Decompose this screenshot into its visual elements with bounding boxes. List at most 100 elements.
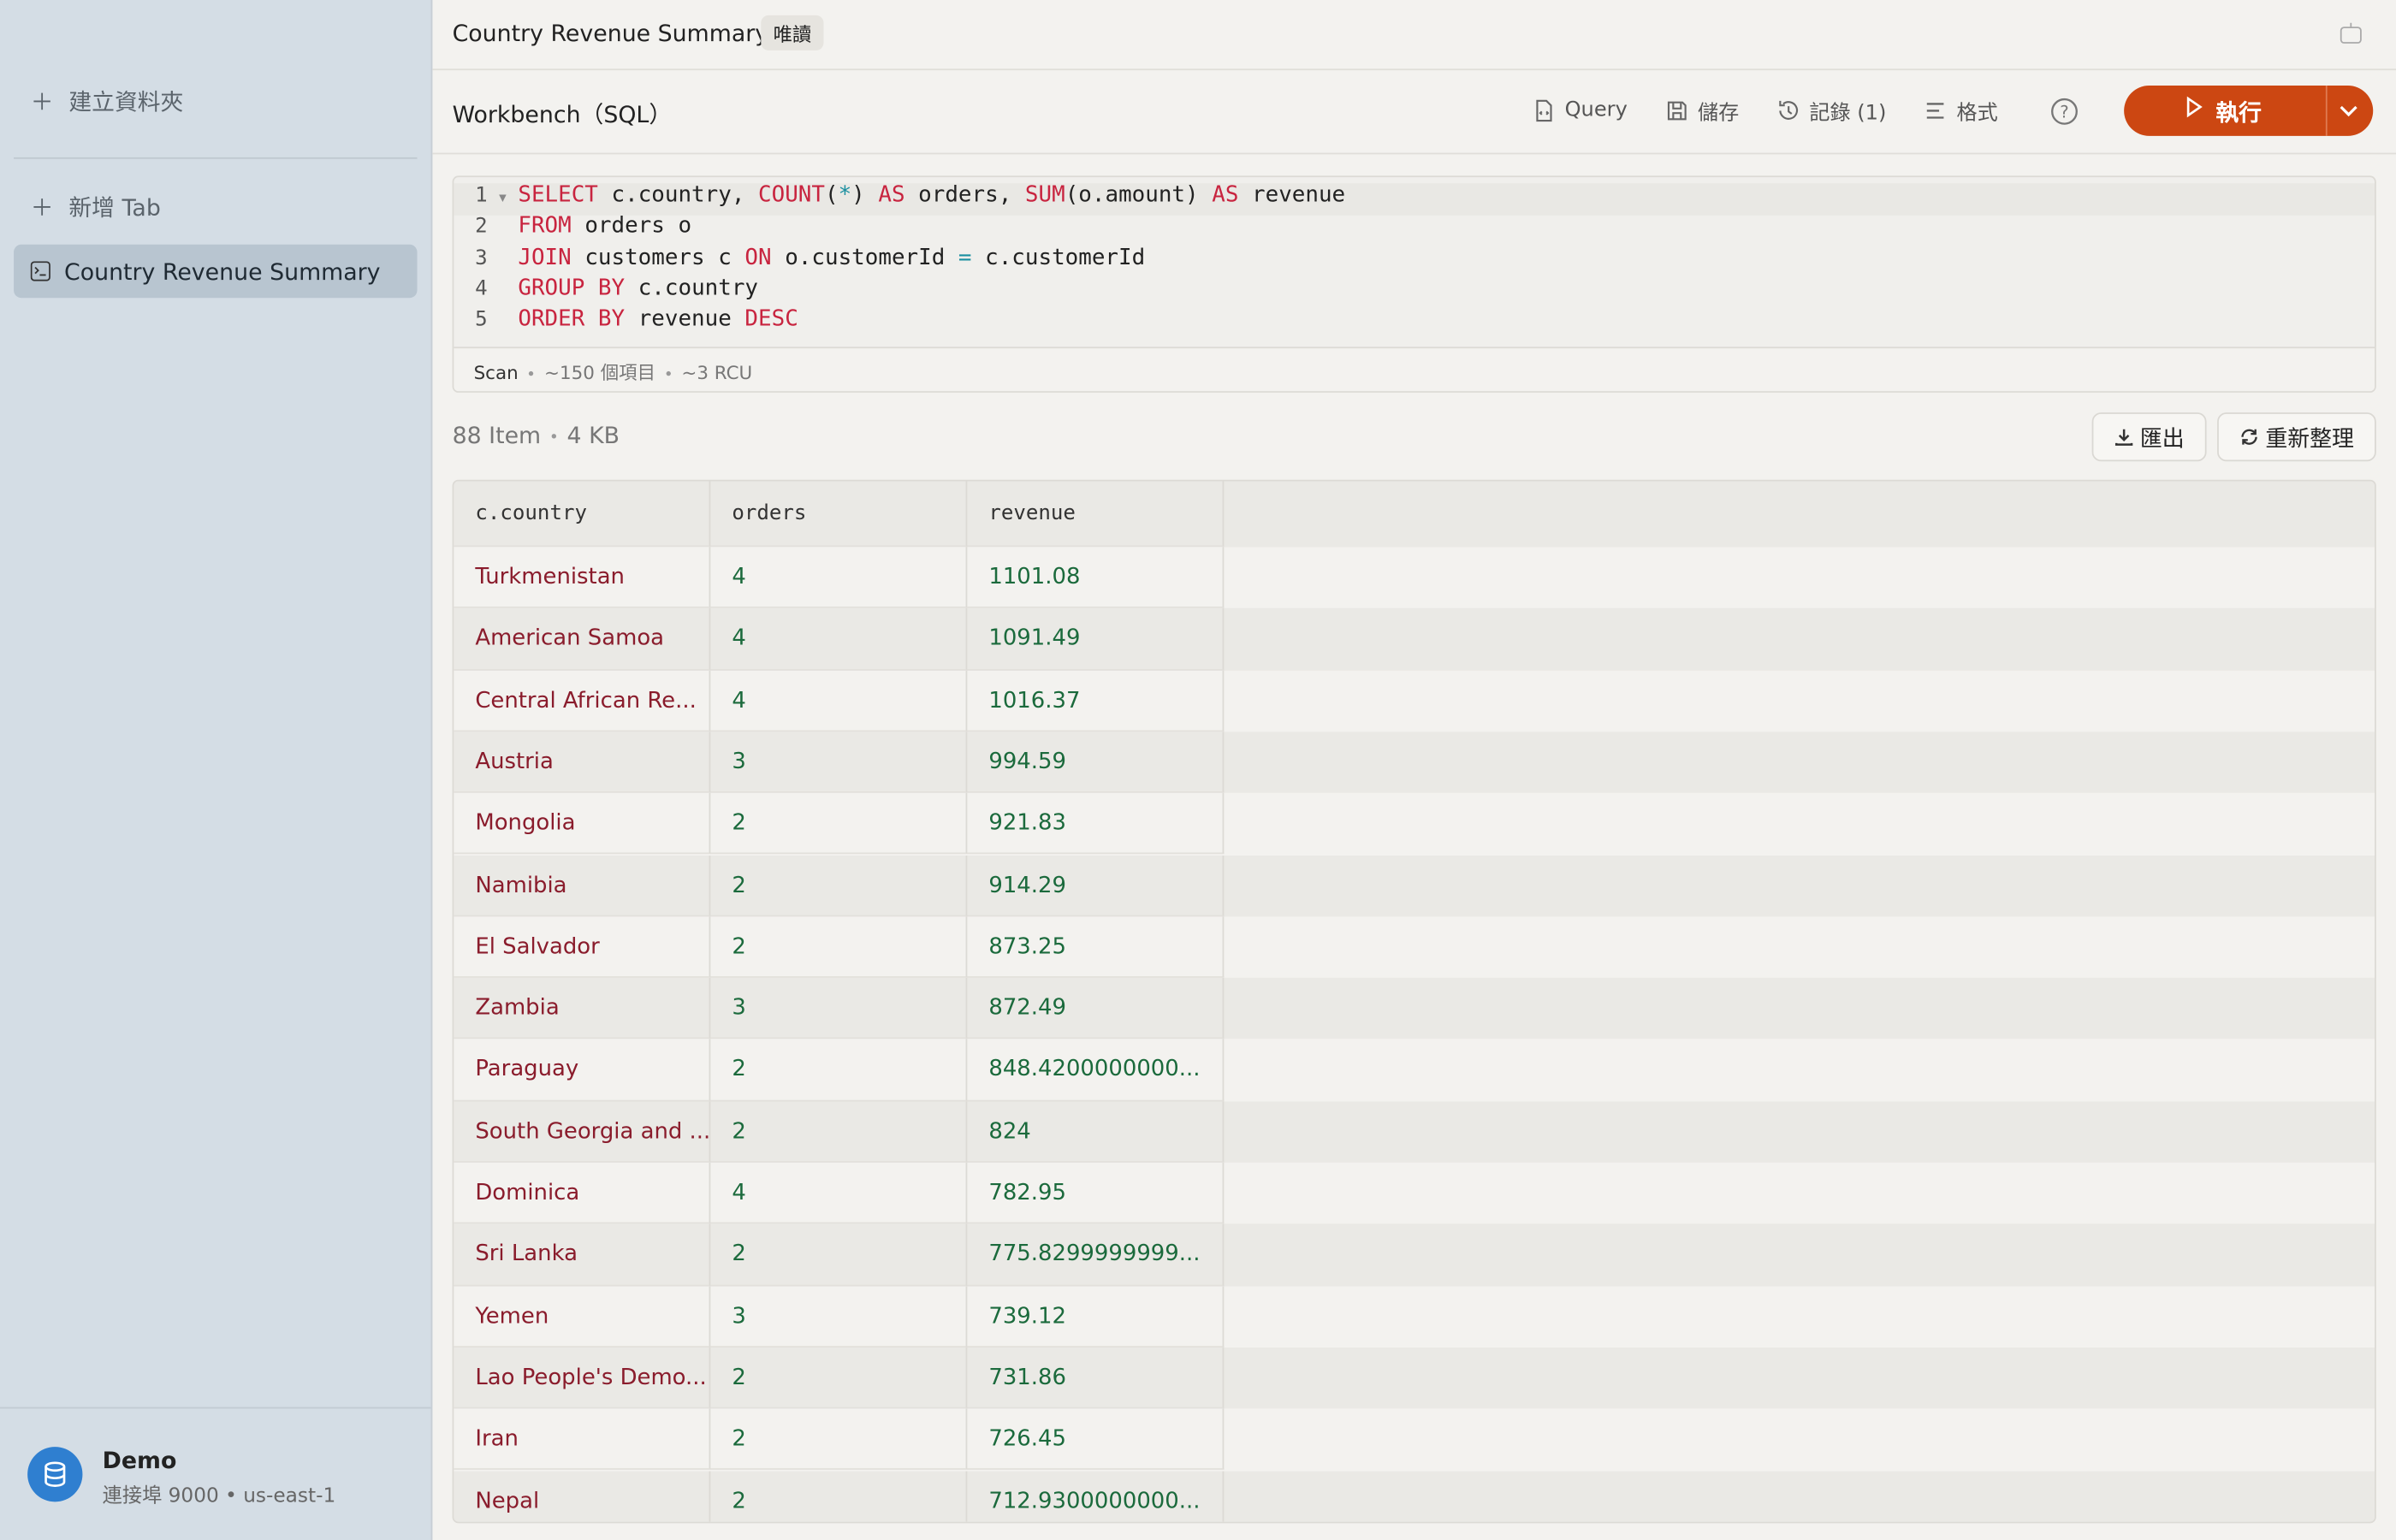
table-cell: Austria [454, 732, 711, 794]
status-part: ~150 個項目 [544, 362, 656, 384]
toolbar-button[interactable]: 格式 [1925, 95, 1998, 126]
column-header[interactable]: orders [710, 481, 968, 548]
button-icon [1779, 99, 1799, 120]
table-cell: Turkmenistan [454, 547, 711, 609]
connection-detail: 連接埠 9000 • us-east-1 [102, 1484, 336, 1508]
column-header[interactable]: revenue [967, 481, 1225, 548]
code-line: 3 JOIN customers c ON o.customerId = c.cu… [454, 246, 1345, 276]
toolbar-title: Workbench（SQL） [452, 100, 673, 128]
new-tab-label: 新增 Tab [68, 193, 161, 222]
column-header[interactable]: c.country [454, 481, 711, 548]
table-cell: Zambia [454, 978, 711, 1040]
table-row [454, 547, 2375, 609]
table-cell: Lao People's Demo... [454, 1347, 711, 1409]
table-cell: 731.86 [967, 1347, 1225, 1409]
active-line [454, 183, 2375, 216]
button-icon [1667, 100, 1687, 120]
status-part: Scan [473, 362, 519, 384]
tab-item[interactable]: Country Revenue Summary [14, 244, 418, 299]
code-text: ORDER BY revenue DESC [518, 307, 798, 332]
toolbar-button-label: Query [1564, 98, 1628, 122]
table-cell: Nepal [454, 1470, 711, 1522]
table-cell: 4 [710, 670, 968, 732]
table-cell: 921.83 [967, 793, 1225, 856]
toolbar-button-label: 格式 [1956, 100, 1998, 126]
toolbar-buttons: Query 儲存 記錄 (1) 格式 [1533, 95, 1998, 126]
result-size: 4 KB [566, 421, 620, 449]
line-number: 1 [475, 183, 488, 208]
table-cell: Namibia [454, 855, 711, 917]
table-cell: 3 [710, 978, 968, 1040]
fold-marker [488, 307, 519, 338]
line-number: 3 [475, 245, 488, 270]
bot-icon[interactable] [2340, 21, 2363, 44]
play-icon [2186, 96, 2203, 118]
tab-label: Country Revenue Summary [63, 257, 381, 286]
toolbar-button[interactable]: 記錄 (1) [1777, 95, 1887, 126]
toolbar-button[interactable]: 儲存 [1665, 95, 1740, 126]
table-cell: 994.59 [967, 732, 1225, 794]
fold-marker [488, 215, 519, 246]
line-number: 4 [475, 276, 488, 301]
help-icon[interactable]: ? [2050, 98, 2078, 125]
divider [0, 1407, 431, 1409]
fold-marker: ▼ [499, 191, 507, 205]
toolbar-button-label: 記錄 (1) [1809, 100, 1887, 126]
table-row [454, 1100, 2375, 1163]
table-row [454, 732, 2375, 794]
new-folder[interactable]: ＋建立資料夾 [31, 86, 184, 117]
table-row [454, 670, 2375, 732]
page-title: Country Revenue Summary [452, 20, 769, 48]
table-cell: 2 [710, 1408, 968, 1471]
sql-editor[interactable]: 1 ▼ SELECT c.country, COUNT(*) AS orders, … [452, 175, 2376, 393]
code-line: 4 GROUP BY c.country [454, 276, 1345, 307]
table-row [454, 608, 2375, 671]
table-row [454, 1223, 2375, 1286]
code: 1 ▼ SELECT c.country, COUNT(*) AS orders, … [454, 183, 1345, 338]
db-icon [44, 1461, 66, 1487]
table-cell: El Salvador [454, 916, 711, 979]
table-row [454, 1162, 2375, 1224]
table-cell: 2 [710, 1347, 968, 1409]
result-table: c.country orders revenue Turkmenistan 4 1101.… [452, 479, 2376, 1524]
table-cell: 712.9300000000... [967, 1470, 1225, 1522]
svg-text:?: ? [2060, 102, 2068, 121]
table-cell: 4 [710, 1162, 968, 1224]
code-line: 5 ORDER BY revenue DESC [454, 307, 1345, 338]
table-row [454, 1470, 2375, 1522]
table-cell: 2 [710, 793, 968, 856]
table-row [454, 1408, 2375, 1471]
button-icon [1536, 98, 1552, 121]
table-row [454, 916, 2375, 979]
run-label: 執行 [2215, 99, 2262, 127]
table-cell: 739.12 [967, 1285, 1225, 1348]
table-cell: 4 [710, 547, 968, 609]
table-cell: American Samoa [454, 608, 711, 671]
toolbar-button-label: 儲存 [1697, 100, 1740, 126]
table-row [454, 978, 2375, 1040]
header-row [454, 481, 2375, 550]
readonly-badge: 唯讀 [761, 15, 824, 50]
button-icon [1927, 102, 1945, 118]
toolbar: Workbench（SQL） Query 儲存 記錄 (1) 格式 ? 執行 [432, 70, 2396, 155]
table-cell: Iran [454, 1408, 711, 1471]
toolbar-button[interactable]: Query [1533, 95, 1628, 126]
refresh-label: 重新整理 [2265, 427, 2354, 452]
refresh-button[interactable]: 重新整理 [2217, 412, 2376, 462]
run-button[interactable]: 執行 [2124, 85, 2374, 136]
avatar [27, 1447, 83, 1502]
result-summary: 88 Item 4 KB [453, 422, 620, 449]
code-text: GROUP BY c.country [518, 276, 759, 301]
export-button[interactable]: 匯出 [2091, 412, 2207, 462]
header: Country Revenue Summary 唯讀 [432, 0, 2396, 71]
export-label: 匯出 [2139, 427, 2185, 452]
table-cell: 1101.08 [967, 547, 1225, 609]
table-cell: 824 [967, 1100, 1225, 1163]
run-menu[interactable] [2340, 103, 2357, 118]
separator [666, 370, 671, 376]
tab-icon [30, 261, 50, 281]
status-text: Scan ~150 個項目 ~3 RCU [474, 359, 753, 385]
new-tab[interactable]: ＋新增 Tab [31, 191, 161, 222]
table-row [454, 1039, 2375, 1101]
